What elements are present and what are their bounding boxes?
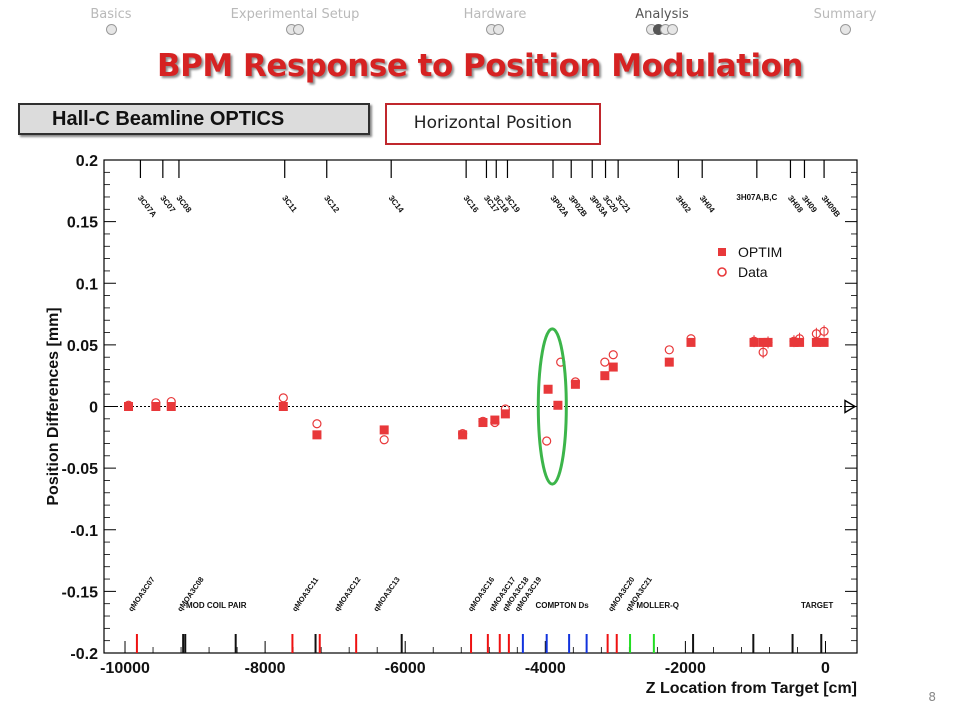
data-point [379,435,389,445]
legend-optim-label: OPTIM [738,244,782,260]
nav-section-label[interactable]: Experimental Setup [230,7,360,22]
nav-section-label[interactable]: Summary [813,7,877,22]
data-point [542,436,552,446]
y-tick-label: -0.15 [62,584,99,601]
highlight-ellipse [536,327,568,486]
page-number: 8 [928,690,936,704]
x-tick-label: 0 [821,660,830,677]
optim-point [166,402,176,411]
optim-point [478,418,488,428]
bpm-marker-label: 3H07A,B,C [736,193,777,202]
y-tick-label: 0 [89,400,98,417]
optim-point [570,379,580,389]
optim-point [749,337,759,347]
data-point [758,347,768,357]
data-point [600,357,610,367]
optim-point [686,337,696,347]
optim-point [379,425,389,435]
optim-point [664,357,674,367]
y-tick-label: 0.1 [76,276,98,293]
data-point [664,345,674,355]
optim-point [312,430,322,440]
y-tick-label: 0.2 [76,153,98,170]
optim-point [811,337,821,347]
nav-slide-dot[interactable] [293,24,304,35]
legend-optim-marker [718,248,726,256]
optim-point [278,402,288,411]
beamline-label-box: Hall-C Beamline OPTICS [18,103,370,135]
y-tick-label: -0.2 [70,646,98,663]
y-tick-label: -0.05 [62,461,99,478]
optim-point [553,400,563,410]
region-label: MOD COIL PAIR [186,601,247,610]
nav-section-experimental-setup[interactable]: Experimental Setup [215,6,375,35]
optim-point [124,402,134,411]
data-point [608,350,618,360]
nav-slide-dots [415,24,575,35]
legend-data-marker [717,267,727,277]
optim-point [795,337,805,347]
nav-slide-dots [582,24,742,35]
legend-data-label: Data [738,264,768,280]
nav-section-label[interactable]: Hardware [463,7,527,22]
nav-slide-dots [215,24,375,35]
optim-point [458,430,468,440]
optim-point [608,362,618,372]
nav-section-hardware[interactable]: Hardware [415,6,575,35]
nav-section-analysis[interactable]: Analysis [582,6,742,35]
y-tick-label: 0.15 [67,215,98,232]
nav-slide-dot[interactable] [667,24,678,35]
nav-section-summary[interactable]: Summary [765,6,925,35]
region-label: TARGET [801,601,833,610]
y-axis-title: Position Differences [mm] [45,307,62,505]
optim-point [500,409,510,419]
x-axis-title: Z Location from Target [cm] [646,680,857,697]
data-point [312,419,322,429]
x-tick-label: -6000 [385,660,426,677]
nav-section-basics[interactable]: Basics [31,6,191,35]
beamline-label: Hall-C Beamline OPTICS [52,108,285,130]
x-tick-label: -10000 [100,660,150,677]
y-tick-label: -0.1 [70,523,98,540]
nav-section-label[interactable]: Analysis [635,7,689,22]
slide-title: BPM Response to Position Modulation [156,48,804,84]
optim-point [819,337,829,347]
region-label: MOLLER-Q [636,601,679,610]
optim-point [789,337,799,347]
optim-point [490,415,500,425]
nav-slide-dots [765,24,925,35]
nav-slide-dot[interactable] [839,24,851,35]
view-label-box: Horizontal Position [385,103,601,145]
y-tick-label: 0.05 [67,338,98,355]
optim-point [600,371,610,381]
x-tick-label: -4000 [525,660,566,677]
data-point [819,326,829,336]
optim-point [543,384,553,394]
nav-slide-dot[interactable] [105,24,117,35]
x-tick-label: -2000 [665,660,706,677]
view-label: Horizontal Position [413,113,573,133]
section-navigation: Basics Experimental Setup Hardware Analysis… [0,0,960,44]
nav-slide-dots [31,24,191,35]
optim-point [763,337,773,347]
region-label: COMPTON Ds [535,601,589,610]
data-point [278,393,288,403]
x-tick-label: -8000 [245,660,286,677]
nav-section-label[interactable]: Basics [90,7,132,22]
nav-slide-dot[interactable] [493,24,504,35]
optim-point [758,337,768,347]
optim-point [151,402,161,411]
